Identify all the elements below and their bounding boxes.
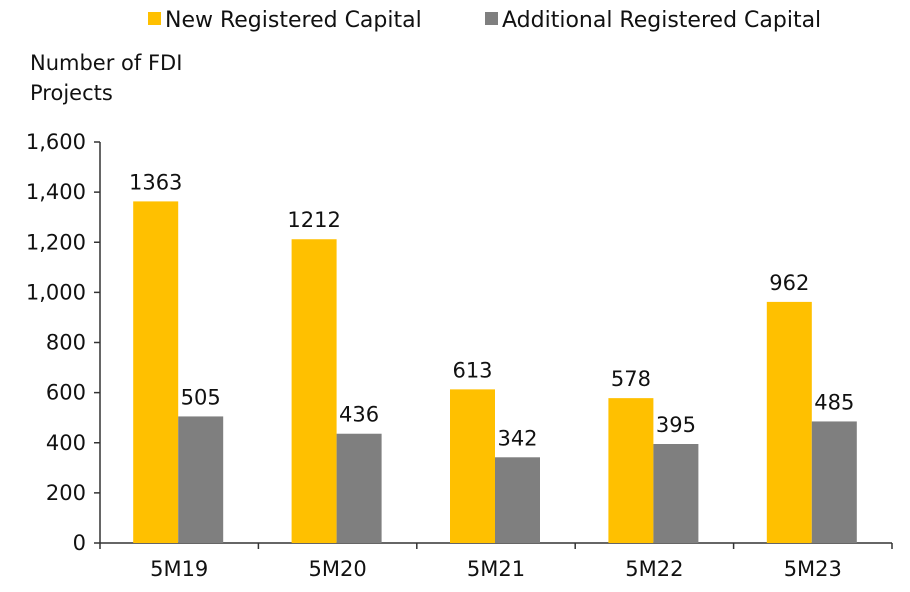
- bar-additional-5m19: [178, 416, 224, 543]
- y-tick-label: 0: [73, 531, 86, 555]
- data-label-new-5m20: 1212: [287, 208, 340, 232]
- y-tick-label: 600: [46, 381, 86, 405]
- bar-new-5m20: [291, 239, 337, 543]
- x-tick-label-5m23: 5M23: [784, 557, 842, 581]
- data-label-additional-5m23: 485: [814, 390, 854, 414]
- plot-area: 0 200 400 600 800 1,000 1,200 1,400 1,600 1363 505…: [26, 130, 893, 581]
- legend-label-new-registered-capital: New Registered Capital: [165, 8, 422, 33]
- bar-additional-5m22: [653, 444, 699, 543]
- y-tick-label: 1,400: [26, 180, 86, 204]
- legend-label-additional-registered-capital: Additional Registered Capital: [502, 8, 821, 33]
- bar-additional-5m21: [495, 457, 540, 543]
- data-label-new-5m19: 1363: [129, 170, 182, 194]
- bar-additional-5m23: [811, 421, 857, 543]
- data-label-additional-5m22: 395: [656, 413, 696, 437]
- y-tick-label: 200: [46, 481, 86, 505]
- y-axis-title-line-1: Number of FDI: [30, 51, 182, 75]
- y-tick-label: 1,200: [26, 230, 86, 254]
- legend-swatch-new-registered-capital: [148, 12, 161, 25]
- bar-new-5m22: [608, 398, 654, 543]
- data-label-additional-5m19: 505: [181, 385, 221, 409]
- bar-additional-5m20: [336, 433, 382, 543]
- y-axis-title-line-2: Projects: [30, 81, 113, 105]
- data-label-new-5m23: 962: [769, 271, 809, 295]
- data-label-new-5m22: 578: [611, 367, 651, 391]
- data-label-additional-5m21: 342: [497, 426, 537, 450]
- y-tick-label: 1,000: [26, 280, 86, 304]
- x-tick-label-5m21: 5M21: [467, 557, 525, 581]
- legend-swatch-additional-registered-capital: [485, 12, 498, 25]
- x-tick-label-5m19: 5M19: [150, 557, 208, 581]
- y-axis-title: Number of FDI Projects: [30, 51, 182, 105]
- bar-new-5m21: [450, 389, 495, 543]
- y-tick-label: 800: [46, 331, 86, 355]
- legend: New Registered Capital Additional Regist…: [148, 8, 821, 33]
- y-tick-label: 1,600: [26, 130, 86, 154]
- data-label-new-5m21: 613: [452, 358, 492, 382]
- x-tick-label-5m20: 5M20: [308, 557, 366, 581]
- bar-new-5m19: [133, 201, 179, 543]
- bar-new-5m23: [766, 301, 812, 543]
- y-tick-label: 400: [46, 431, 86, 455]
- x-tick-label-5m22: 5M22: [625, 557, 683, 581]
- data-label-additional-5m20: 436: [339, 403, 379, 427]
